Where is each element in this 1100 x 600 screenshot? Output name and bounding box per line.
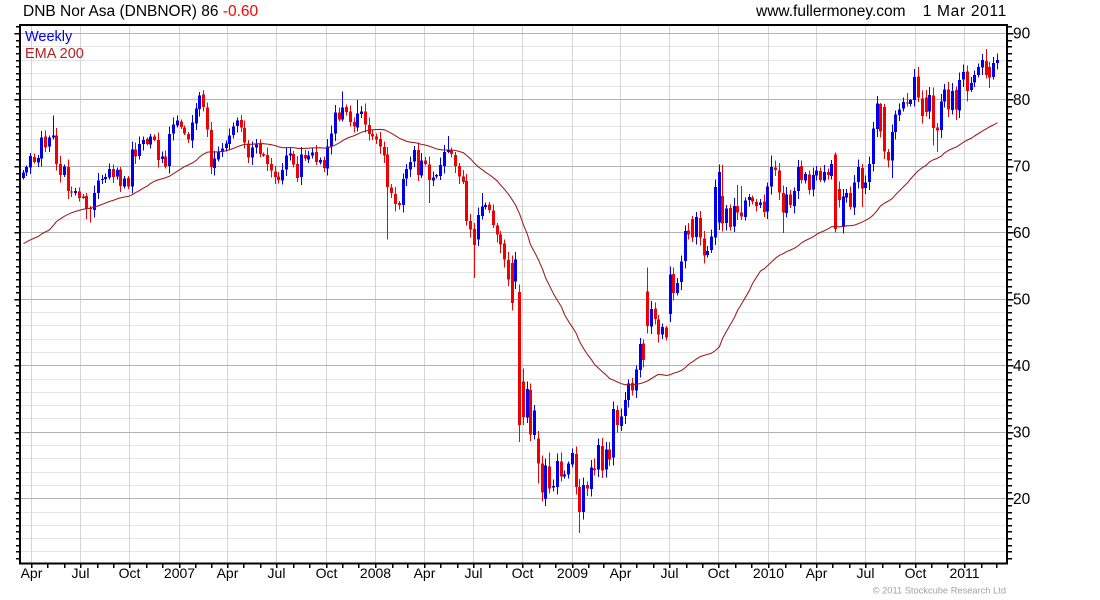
- svg-text:60: 60: [1013, 225, 1031, 242]
- svg-text:© 2011 Stockcube Research Ltd: © 2011 Stockcube Research Ltd: [873, 586, 1006, 596]
- svg-text:Oct: Oct: [119, 565, 141, 581]
- svg-text:Apr: Apr: [610, 565, 632, 581]
- svg-text:Jul: Jul: [661, 565, 679, 581]
- svg-text:20: 20: [1013, 491, 1031, 508]
- svg-text:Oct: Oct: [708, 565, 730, 581]
- svg-text:40: 40: [1013, 358, 1031, 375]
- svg-text:Jul: Jul: [465, 565, 483, 581]
- svg-text:Jul: Jul: [268, 565, 286, 581]
- svg-text:Apr: Apr: [414, 565, 436, 581]
- svg-text:EMA 200: EMA 200: [25, 46, 84, 62]
- svg-text:90: 90: [1013, 26, 1031, 43]
- svg-text:www.fullermoney.com: www.fullermoney.com: [755, 3, 906, 20]
- svg-text:Oct: Oct: [316, 565, 338, 581]
- svg-text:Oct: Oct: [905, 565, 927, 581]
- svg-text:Apr: Apr: [806, 565, 828, 581]
- svg-text:2011: 2011: [949, 565, 979, 581]
- svg-text:Weekly: Weekly: [25, 29, 73, 45]
- svg-text:2008: 2008: [360, 565, 391, 581]
- svg-text:Jul: Jul: [857, 565, 875, 581]
- svg-text:2007: 2007: [164, 565, 195, 581]
- svg-text:50: 50: [1013, 291, 1031, 308]
- svg-text:2010: 2010: [753, 565, 784, 581]
- svg-text:80: 80: [1013, 92, 1031, 109]
- svg-text:1 Mar 2011: 1 Mar 2011: [923, 3, 1007, 20]
- svg-text:30: 30: [1013, 424, 1031, 441]
- svg-text:Jul: Jul: [72, 565, 90, 581]
- svg-text:Apr: Apr: [217, 565, 239, 581]
- svg-text:Oct: Oct: [512, 565, 534, 581]
- svg-text:70: 70: [1013, 158, 1031, 175]
- svg-text:DNB Nor Asa (DNBNOR) 86 -0.60: DNB Nor Asa (DNBNOR) 86 -0.60: [23, 3, 259, 20]
- svg-text:Apr: Apr: [21, 565, 43, 581]
- svg-text:2009: 2009: [557, 565, 588, 581]
